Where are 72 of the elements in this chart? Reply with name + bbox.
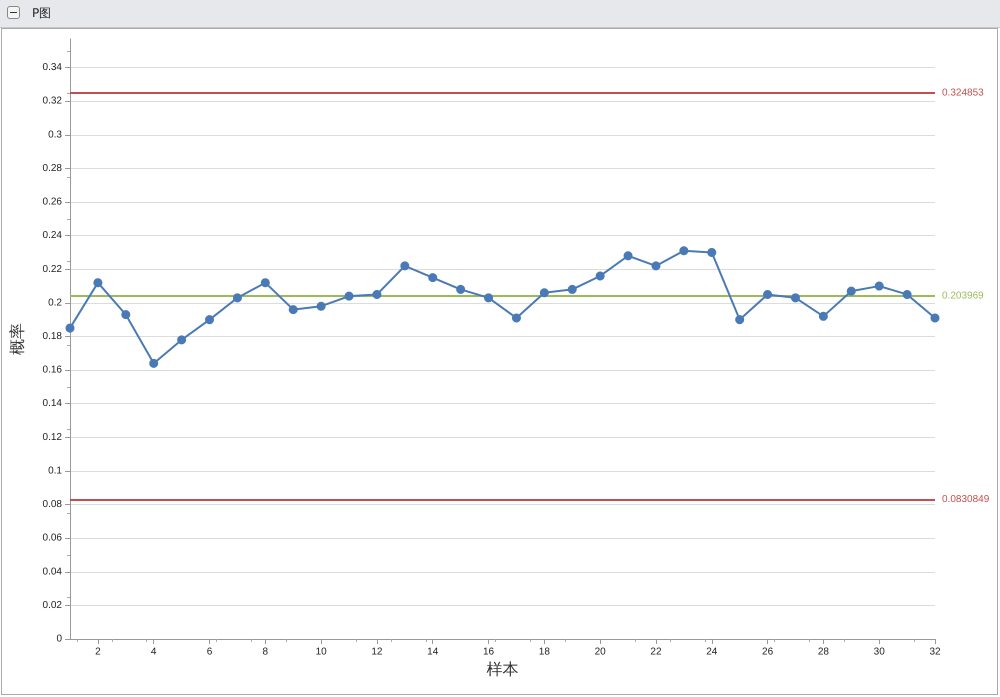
- point: [735, 315, 744, 324]
- y-tick-label: 0.34: [42, 62, 62, 74]
- point: [902, 290, 912, 299]
- x-tick-label: 14: [427, 646, 439, 658]
- point: [288, 305, 298, 314]
- point: [512, 313, 521, 322]
- point: [232, 293, 242, 302]
- ref-line-label: 0.203969: [942, 290, 984, 302]
- chart-title: P图: [32, 5, 52, 22]
- point: [93, 278, 102, 288]
- y-tick-label: 0.04: [42, 566, 62, 578]
- y-tick-label: 0.2: [48, 297, 62, 308]
- point: [818, 312, 828, 321]
- y-axis-title: 概率: [8, 323, 26, 355]
- x-tick-label: 18: [538, 646, 550, 658]
- point: [121, 310, 130, 320]
- point: [372, 290, 382, 299]
- x-axis-title: 样本: [486, 660, 518, 678]
- x-tick-label: 12: [371, 646, 383, 658]
- x-tick-label: 10: [316, 646, 328, 658]
- y-tick-label: 0.3: [48, 129, 62, 140]
- ref-line-label: 0.324853: [942, 88, 984, 99]
- point: [66, 324, 74, 333]
- point: [484, 293, 494, 302]
- point: [177, 335, 186, 344]
- x-tick-label: 32: [929, 646, 941, 658]
- point: [344, 292, 354, 301]
- y-tick-label: 0.02: [42, 600, 62, 611]
- point: [790, 293, 800, 302]
- y-tick-label: 0: [56, 634, 62, 644]
- point: [707, 248, 716, 257]
- y-tick-label: 0.16: [42, 364, 62, 376]
- x-tick-label: 20: [594, 646, 606, 658]
- x-tick-label: 16: [482, 646, 495, 658]
- y-tick-label: 0.06: [42, 532, 62, 544]
- x-tick-label: 8: [262, 646, 269, 658]
- y-tick-label: 0.24: [42, 230, 62, 242]
- x-tick-label: 26: [762, 646, 774, 658]
- x-tick-label: 30: [874, 646, 886, 658]
- point: [260, 278, 270, 288]
- point: [846, 286, 856, 296]
- y-tick-label: 0.18: [42, 330, 62, 342]
- point: [930, 313, 940, 322]
- point: [316, 302, 326, 311]
- point: [540, 288, 549, 298]
- y-tick-label: 0.12: [42, 432, 62, 443]
- point: [874, 282, 884, 291]
- point: [456, 284, 466, 294]
- point: [679, 246, 688, 256]
- y-tick-label: 0.26: [42, 196, 62, 208]
- x-tick-label: 2: [95, 646, 102, 658]
- point: [149, 358, 158, 368]
- y-tick-label: 0.32: [42, 96, 62, 107]
- point: [763, 290, 772, 299]
- point: [428, 273, 438, 282]
- x-tick-label: 6: [206, 646, 213, 658]
- x-tick-label: 22: [650, 646, 662, 658]
- ref-line-label: 0.0830849: [942, 494, 990, 505]
- y-tick-label: 0.1: [48, 465, 62, 476]
- point: [624, 251, 633, 260]
- y-tick-label: 0.14: [42, 398, 62, 410]
- y-tick-label: 0.22: [42, 264, 62, 275]
- y-tick-label: 0.08: [42, 499, 62, 510]
- point: [400, 261, 410, 270]
- point: [596, 271, 605, 280]
- point: [651, 261, 660, 270]
- x-tick-label: 24: [706, 646, 718, 658]
- x-tick-label: 28: [818, 646, 830, 658]
- y-tick-label: 0.28: [42, 162, 62, 174]
- point: [205, 315, 214, 324]
- point: [568, 284, 577, 294]
- x-tick-label: 4: [150, 646, 157, 658]
